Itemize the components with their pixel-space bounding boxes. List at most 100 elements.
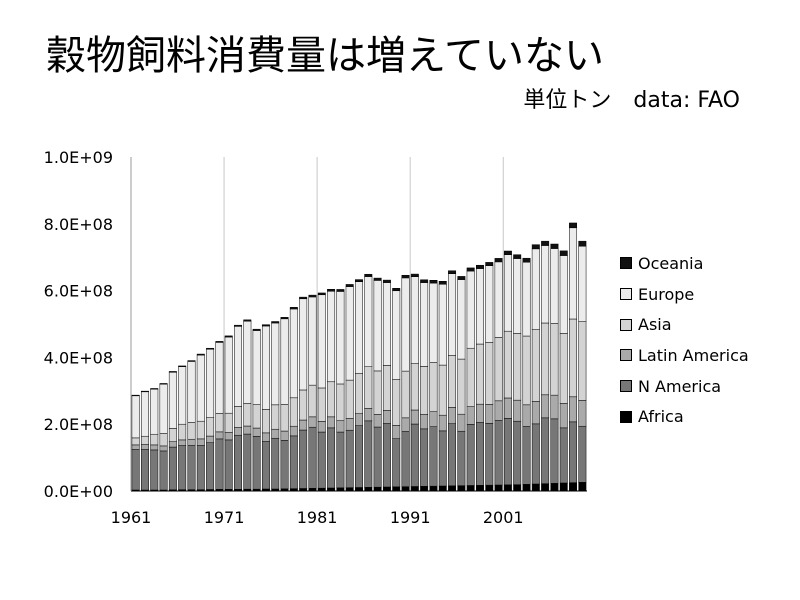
bar-latin-america-1971 [224, 432, 233, 441]
y-tick-label: 4.0E+08 [44, 348, 113, 367]
legend-label: Africa [638, 407, 684, 427]
bar-n-america-2007 [559, 427, 568, 484]
bar-n-america-1985 [355, 425, 363, 488]
bar-africa-1989 [392, 486, 401, 492]
bar-asia-1968 [196, 420, 205, 440]
legend-item: Asia [620, 309, 790, 340]
bar-oceania-2007 [559, 250, 568, 256]
bar-n-america-1994 [438, 430, 447, 487]
bar-oceania-1970 [215, 341, 224, 343]
bar-europe-1993 [429, 282, 438, 363]
bar-asia-1969 [206, 417, 215, 437]
bar-oceania-2006 [550, 243, 559, 249]
bar-asia-1977 [280, 404, 289, 432]
legend-label: Latin America [638, 345, 749, 365]
bar-n-america-2006 [550, 418, 559, 484]
bar-latin-america-2008 [569, 396, 578, 423]
legend-item: Latin America [620, 340, 790, 371]
bar-n-america-2000 [494, 420, 503, 486]
bar-asia-1966 [178, 423, 187, 441]
bar-africa-2009 [578, 482, 587, 492]
bar-n-america-2008 [569, 421, 578, 483]
bar-latin-america-1969 [206, 435, 215, 443]
bar-africa-2001 [503, 484, 512, 492]
bar-asia-1985 [355, 373, 363, 414]
bar-europe-1974 [252, 330, 261, 405]
bar-europe-1983 [336, 291, 345, 385]
bar-n-america-1979 [299, 429, 308, 489]
bar-oceania-1995 [448, 270, 457, 274]
bar-europe-1969 [206, 348, 215, 418]
unit-label: 単位トン [523, 88, 612, 113]
bar-latin-america-1977 [280, 430, 289, 441]
bar-asia-1984 [345, 379, 354, 419]
bar-africa-1985 [355, 487, 363, 492]
bar-latin-america-1975 [261, 432, 270, 442]
bar-n-america-1967 [187, 444, 196, 490]
bar-oceania-1985 [355, 279, 363, 282]
bar-latin-america-2000 [494, 400, 503, 421]
bar-europe-1982 [327, 291, 336, 383]
bar-asia-1987 [373, 370, 382, 415]
bar-africa-2003 [522, 484, 531, 492]
chart-subtitle: 単位トン data: FAO [523, 86, 740, 116]
bar-oceania-1979 [299, 296, 308, 300]
legend-swatch [620, 257, 632, 270]
bar-africa-1995 [448, 485, 457, 492]
bar-latin-america-1983 [336, 420, 345, 433]
bar-latin-america-1991 [410, 409, 419, 425]
bar-oceania-1974 [252, 328, 261, 331]
bar-n-america-1989 [392, 438, 401, 488]
bar-europe-1968 [196, 354, 205, 422]
bar-n-america-1984 [345, 429, 354, 488]
bar-europe-1990 [401, 277, 410, 372]
bar-latin-america-1984 [345, 418, 354, 431]
bar-asia-1975 [261, 409, 270, 434]
legend-swatch [620, 349, 632, 362]
bar-n-america-1978 [289, 435, 298, 489]
bar-africa-1984 [345, 487, 354, 492]
bar-europe-1963 [150, 388, 159, 435]
bar-asia-1992 [420, 366, 429, 415]
bar-africa-1994 [438, 485, 447, 492]
bar-africa-1998 [476, 485, 484, 492]
bar-latin-america-1966 [178, 439, 187, 446]
bar-asia-2001 [503, 330, 512, 399]
bar-oceania-1962 [140, 390, 149, 393]
y-tick-label: 1.0E+09 [44, 148, 113, 167]
bar-europe-1985 [355, 281, 363, 374]
bar-n-america-1982 [327, 427, 336, 489]
bar-n-america-1961 [131, 449, 140, 491]
bar-oceania-1984 [345, 284, 354, 287]
bar-asia-1961 [131, 437, 140, 446]
bar-africa-1993 [429, 485, 438, 492]
bar-europe-1996 [457, 279, 466, 360]
bar-latin-america-1962 [140, 444, 149, 450]
bar-asia-2007 [559, 333, 568, 404]
bar-n-america-2009 [578, 425, 587, 483]
bar-n-america-1966 [178, 445, 187, 490]
bar-n-america-1965 [168, 446, 177, 491]
bar-n-america-1981 [317, 431, 326, 489]
bar-oceania-1965 [168, 371, 177, 373]
bar-oceania-1992 [420, 279, 429, 283]
bar-oceania-1973 [243, 319, 252, 322]
bar-latin-america-1987 [373, 414, 382, 428]
bar-asia-1973 [243, 403, 252, 427]
bar-oceania-1989 [392, 288, 401, 292]
bar-latin-america-1963 [150, 444, 159, 451]
bar-oceania-1978 [289, 307, 298, 310]
bar-n-america-1999 [485, 423, 494, 486]
bar-oceania-1980 [308, 294, 317, 298]
bar-oceania-2009 [578, 240, 587, 247]
bar-n-america-2005 [541, 417, 550, 484]
bar-n-america-1970 [215, 438, 224, 490]
bar-oceania-2004 [531, 244, 540, 250]
bar-n-america-1980 [308, 426, 317, 489]
bar-n-america-1995 [448, 423, 457, 487]
bar-latin-america-2007 [559, 403, 568, 429]
bar-n-america-1972 [234, 434, 242, 490]
bar-asia-1996 [457, 358, 466, 415]
bar-asia-2006 [550, 323, 559, 396]
bar-latin-america-1970 [215, 431, 224, 440]
